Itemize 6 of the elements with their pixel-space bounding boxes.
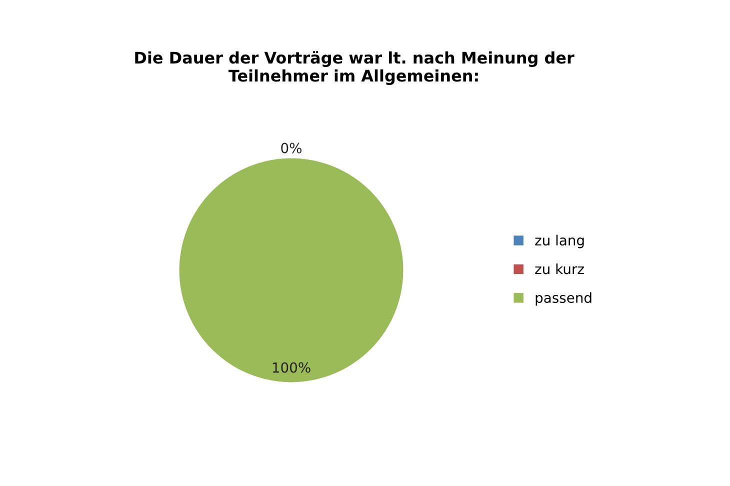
legend-label: passend	[536, 292, 592, 306]
text: 0%	[281, 142, 302, 154]
legend-label: zu lang	[535, 234, 584, 248]
legend-label: zu kurz	[535, 263, 584, 274]
chart-title: Die Dauer der Vorträge war lt. nach Meinung der Teilnehmer im Allgemeinen:	[135, 51, 574, 85]
data-label: 100%	[272, 362, 310, 373]
